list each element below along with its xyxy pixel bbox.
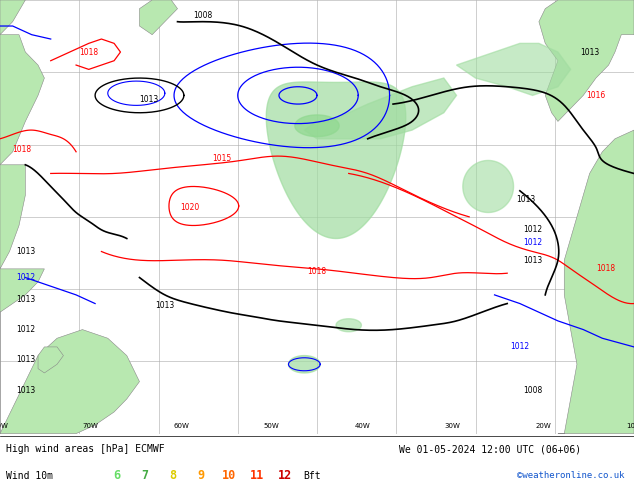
- Text: Bft: Bft: [304, 471, 321, 481]
- Text: ©weatheronline.co.uk: ©weatheronline.co.uk: [517, 471, 624, 480]
- Polygon shape: [0, 35, 44, 165]
- Polygon shape: [0, 330, 139, 434]
- Text: 1013: 1013: [16, 386, 35, 395]
- Text: 8: 8: [169, 469, 177, 483]
- Text: 20W: 20W: [536, 423, 552, 429]
- Text: 60W: 60W: [173, 423, 189, 429]
- Text: 50W: 50W: [264, 423, 280, 429]
- Polygon shape: [139, 0, 178, 35]
- Text: 40W: 40W: [354, 423, 370, 429]
- Text: Wind 10m: Wind 10m: [6, 471, 53, 481]
- Text: 70W: 70W: [82, 423, 98, 429]
- Text: 1018: 1018: [596, 265, 615, 273]
- Polygon shape: [539, 0, 634, 122]
- Text: 1013: 1013: [16, 247, 35, 256]
- Polygon shape: [304, 78, 456, 139]
- Text: 1013: 1013: [580, 48, 599, 56]
- Text: 1015: 1015: [212, 154, 231, 163]
- Polygon shape: [0, 269, 44, 434]
- Text: 1013: 1013: [16, 355, 35, 365]
- Polygon shape: [463, 160, 514, 213]
- Text: 12: 12: [278, 469, 292, 483]
- Polygon shape: [558, 130, 634, 434]
- Polygon shape: [295, 115, 339, 137]
- Text: 10: 10: [222, 469, 236, 483]
- Polygon shape: [288, 356, 320, 373]
- Text: We 01-05-2024 12:00 UTC (06+06): We 01-05-2024 12:00 UTC (06+06): [399, 444, 581, 454]
- Text: High wind areas [hPa] ECMWF: High wind areas [hPa] ECMWF: [6, 444, 165, 454]
- Polygon shape: [0, 165, 25, 269]
- Text: 11: 11: [250, 469, 264, 483]
- Text: 1018: 1018: [13, 145, 32, 154]
- Text: 30W: 30W: [445, 423, 461, 429]
- Text: 1012: 1012: [510, 343, 529, 351]
- Text: 1012: 1012: [16, 273, 35, 282]
- Text: 1013: 1013: [16, 294, 35, 304]
- Polygon shape: [336, 318, 361, 332]
- Polygon shape: [0, 0, 25, 35]
- Text: 1013: 1013: [139, 95, 158, 104]
- Text: 1008: 1008: [523, 386, 542, 395]
- Text: 1008: 1008: [193, 11, 212, 20]
- Polygon shape: [266, 82, 406, 239]
- Text: 1018: 1018: [307, 267, 327, 275]
- Text: 1020: 1020: [181, 203, 200, 212]
- Polygon shape: [456, 44, 571, 96]
- Text: 1018: 1018: [79, 48, 98, 56]
- Text: 6: 6: [113, 469, 121, 483]
- Text: 7: 7: [141, 469, 149, 483]
- Text: 80W: 80W: [0, 423, 8, 429]
- Text: 1013: 1013: [517, 195, 536, 204]
- Text: 1012: 1012: [523, 225, 542, 234]
- Text: 1016: 1016: [586, 91, 605, 100]
- Text: 9: 9: [197, 469, 205, 483]
- Polygon shape: [38, 347, 63, 373]
- Text: 1013: 1013: [155, 301, 174, 310]
- Text: 1012: 1012: [523, 238, 542, 247]
- Text: 1013: 1013: [523, 256, 542, 265]
- Text: 10W: 10W: [626, 423, 634, 429]
- Text: 1012: 1012: [16, 325, 35, 334]
